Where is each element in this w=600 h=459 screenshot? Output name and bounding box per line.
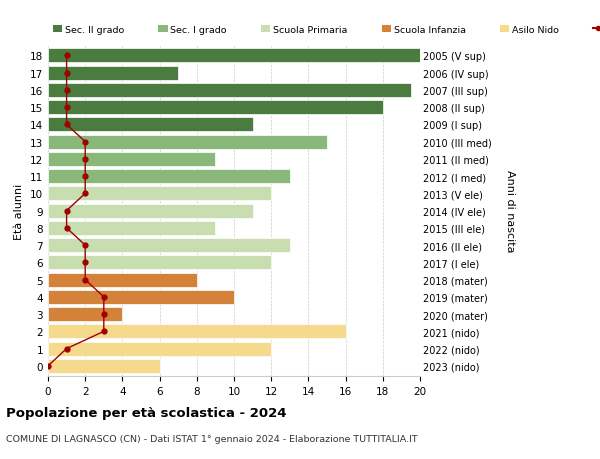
Text: COMUNE DI LAGNASCO (CN) - Dati ISTAT 1° gennaio 2024 - Elaborazione TUTTITALIA.I: COMUNE DI LAGNASCO (CN) - Dati ISTAT 1° … (6, 434, 418, 443)
Y-axis label: Età alunni: Età alunni (14, 183, 25, 239)
Text: Popolazione per età scolastica - 2024: Popolazione per età scolastica - 2024 (6, 406, 287, 419)
Bar (48, 49, 420, 63)
Bar (48, 170, 290, 184)
Bar (48, 325, 346, 339)
Bar (48, 101, 383, 115)
Bar (48, 187, 271, 201)
Bar (48, 221, 215, 235)
Y-axis label: Anni di nascita: Anni di nascita (505, 170, 515, 252)
Bar (48, 290, 234, 304)
Bar (48, 308, 122, 321)
Bar (48, 118, 253, 132)
Bar (48, 67, 178, 80)
Legend: Sec. II grado, Sec. I grado, Scuola Primaria, Scuola Infanzia, Asilo Nido, Stran: Sec. II grado, Sec. I grado, Scuola Prim… (53, 26, 600, 34)
Bar (48, 84, 411, 98)
Bar (48, 204, 253, 218)
Bar (48, 239, 290, 252)
Bar (48, 135, 327, 149)
Bar (48, 256, 271, 270)
Bar (48, 152, 215, 167)
Bar (48, 273, 197, 287)
Bar (48, 359, 160, 373)
Bar (48, 342, 271, 356)
